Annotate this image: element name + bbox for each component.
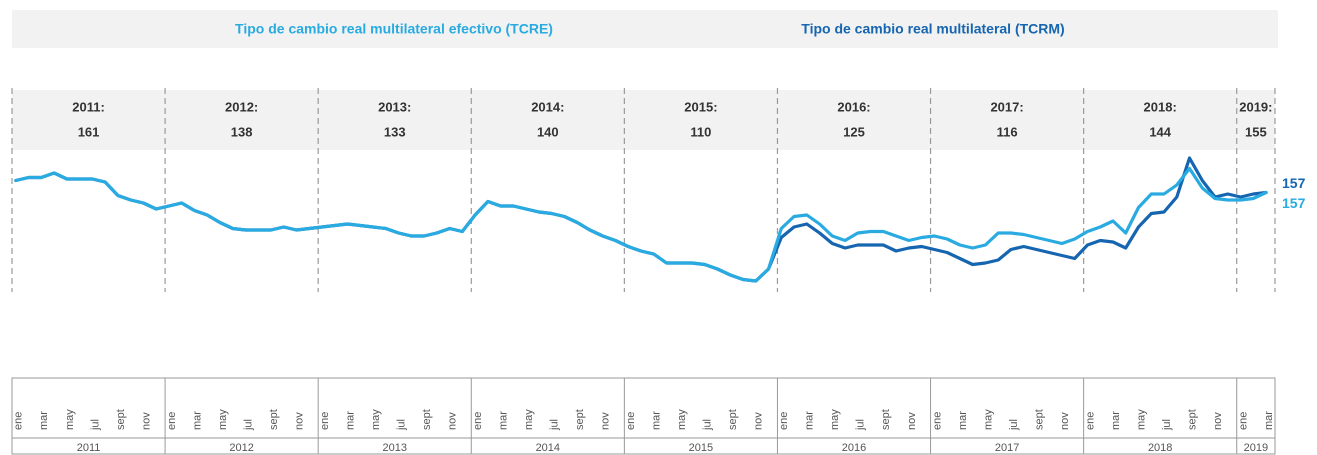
x-tick-label: sept: [880, 409, 892, 430]
annual-value: 116: [997, 124, 1018, 139]
year-label: 2016: [842, 442, 866, 454]
x-tick-label: may: [370, 409, 382, 430]
x-tick-label: ene: [625, 412, 637, 430]
x-tick-label: nov: [1212, 412, 1224, 430]
x-tick-label: mar: [1110, 411, 1122, 430]
x-tick-label: jul: [395, 419, 407, 431]
x-tick-label: nov: [906, 412, 918, 430]
series-line: [14, 166, 1268, 283]
x-tick-label: nov: [446, 412, 458, 430]
year-label: 2013: [382, 442, 406, 454]
annual-year: 2013:: [378, 99, 411, 114]
x-tick-label: sept: [1033, 409, 1045, 430]
x-tick-label: may: [982, 409, 994, 430]
annual-value: 138: [231, 124, 253, 139]
x-tick-label: ene: [778, 412, 790, 430]
x-tick-label: ene: [931, 412, 943, 430]
x-tick-label: ene: [1237, 412, 1249, 430]
annual-value: 155: [1245, 124, 1267, 139]
annual-year: 2016:: [837, 99, 870, 114]
x-tick-label: jul: [1008, 419, 1020, 431]
x-tick-label: nov: [293, 412, 305, 430]
x-tick-label: mar: [498, 411, 510, 430]
year-label: 2019: [1244, 442, 1268, 454]
series-line: [14, 156, 1268, 283]
x-tick-label: nov: [600, 412, 612, 430]
x-tick-label: sept: [727, 409, 739, 430]
x-tick-label: may: [523, 409, 535, 430]
annual-year: 2017:: [990, 99, 1023, 114]
x-tick-label: ene: [1084, 412, 1096, 430]
x-tick-label: mar: [957, 411, 969, 430]
x-tick-label: sept: [115, 409, 127, 430]
year-label: 2012: [229, 442, 253, 454]
annual-value: 140: [537, 124, 559, 139]
x-tick-label: sept: [421, 409, 433, 430]
x-tick-label: mar: [1263, 411, 1275, 430]
x-tick-label: nov: [140, 412, 152, 430]
x-tick-label: may: [64, 409, 76, 430]
annual-value: 125: [843, 124, 865, 139]
legend-band: [12, 10, 1278, 48]
x-tick-label: may: [829, 409, 841, 430]
x-tick-label: jul: [855, 419, 867, 431]
year-label: 2017: [995, 442, 1019, 454]
x-tick-label: jul: [89, 419, 101, 431]
x-tick-label: may: [217, 409, 229, 430]
x-tick-label: mar: [651, 411, 663, 430]
x-tick-label: may: [676, 409, 688, 430]
x-tick-label: jul: [702, 419, 714, 431]
end-value-label: 157: [1282, 195, 1306, 211]
annual-band: [12, 90, 1275, 150]
x-axis-box: [11, 377, 1276, 455]
year-label: 2011: [77, 442, 101, 454]
x-tick-label: nov: [753, 412, 765, 430]
x-tick-label: mar: [191, 411, 203, 430]
x-tick-label: sept: [574, 409, 586, 430]
year-label: 2015: [689, 442, 713, 454]
x-tick-label: mar: [38, 411, 50, 430]
legend-entry: Tipo de cambio real multilateral (TCRM): [801, 21, 1064, 37]
x-tick-label: ene: [319, 412, 331, 430]
x-tick-label: ene: [472, 412, 484, 430]
x-tick-label: mar: [804, 411, 816, 430]
x-tick-label: ene: [13, 412, 25, 430]
annual-value: 110: [690, 124, 711, 139]
annual-value: 161: [78, 124, 100, 139]
annual-year: 2018:: [1144, 99, 1177, 114]
x-tick-label: ene: [166, 412, 178, 430]
annual-year: 2012:: [225, 99, 258, 114]
x-tick-label: jul: [549, 419, 561, 431]
legend-entry: Tipo de cambio real multilateral efectiv…: [235, 21, 553, 37]
annual-year: 2011:: [72, 99, 105, 114]
annual-year: 2015:: [684, 99, 717, 114]
x-tick-label: jul: [1161, 419, 1173, 431]
annual-year: 2019:: [1239, 99, 1272, 114]
x-tick-label: mar: [344, 411, 356, 430]
x-tick-label: sept: [1186, 409, 1198, 430]
annual-value: 144: [1149, 124, 1171, 139]
annual-year: 2014:: [531, 99, 564, 114]
x-tick-label: may: [1135, 409, 1147, 430]
x-tick-label: nov: [1059, 412, 1071, 430]
annual-value: 133: [384, 124, 406, 139]
year-label: 2014: [536, 442, 560, 454]
x-tick-label: sept: [268, 409, 280, 430]
x-tick-label: jul: [242, 419, 254, 431]
end-value-label: 157: [1282, 175, 1306, 191]
year-label: 2018: [1148, 442, 1172, 454]
